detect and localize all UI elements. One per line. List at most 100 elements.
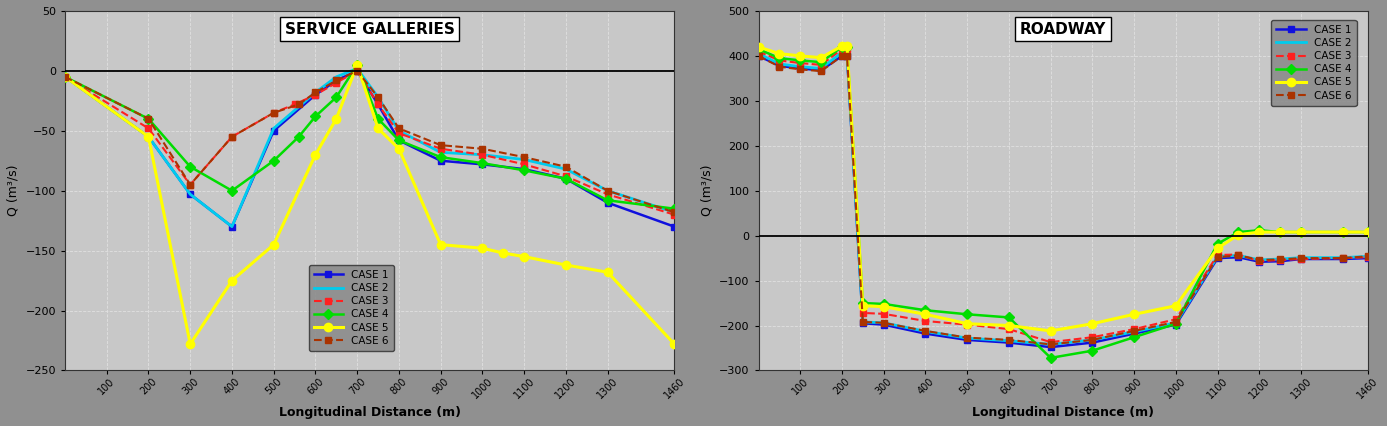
CASE 2 xyxy=(140,134,157,139)
CASE 2 xyxy=(792,64,809,69)
CASE 6 xyxy=(474,146,491,151)
CASE 2 xyxy=(599,188,616,193)
CASE 1 xyxy=(516,167,533,172)
CASE 5 xyxy=(1359,230,1376,235)
CASE 1 xyxy=(1168,322,1184,327)
CASE 2 xyxy=(917,329,933,334)
CASE 5 xyxy=(750,44,767,49)
CASE 6 xyxy=(182,182,198,187)
CASE 4 xyxy=(1209,241,1226,246)
CASE 3 xyxy=(599,192,616,197)
CASE 4 xyxy=(875,301,892,306)
CASE 6 xyxy=(307,90,323,95)
Line: CASE 1: CASE 1 xyxy=(756,53,1370,350)
CASE 1 xyxy=(140,134,157,139)
CASE 6 xyxy=(350,68,366,73)
CASE 6 xyxy=(1085,337,1101,343)
CASE 4 xyxy=(1334,230,1351,235)
CASE 5 xyxy=(958,321,975,326)
CASE 4 xyxy=(1251,227,1268,233)
CASE 5 xyxy=(666,342,682,347)
CASE 6 xyxy=(290,102,307,107)
CASE 5 xyxy=(1230,232,1247,237)
CASE 1 xyxy=(433,158,449,163)
CASE 6 xyxy=(917,328,933,334)
CASE 6 xyxy=(875,320,892,325)
CASE 4 xyxy=(1043,355,1060,360)
Text: SERVICE GALLERIES: SERVICE GALLERIES xyxy=(284,22,455,37)
CASE 5 xyxy=(558,262,574,268)
CASE 3 xyxy=(792,60,809,66)
CASE 4 xyxy=(599,198,616,203)
CASE 3 xyxy=(666,212,682,217)
CASE 1 xyxy=(182,192,198,197)
CASE 6 xyxy=(1126,328,1143,334)
CASE 3 xyxy=(1168,317,1184,322)
CASE 6 xyxy=(223,134,240,139)
Line: CASE 3: CASE 3 xyxy=(62,68,677,217)
CASE 2 xyxy=(771,61,788,66)
CASE 6 xyxy=(1293,256,1309,261)
CASE 1 xyxy=(750,53,767,58)
X-axis label: Longitudinal Distance (m): Longitudinal Distance (m) xyxy=(972,406,1154,419)
CASE 3 xyxy=(182,182,198,187)
CASE 6 xyxy=(1359,254,1376,259)
CASE 6 xyxy=(958,335,975,340)
CASE 5 xyxy=(1251,230,1268,235)
CASE 2 xyxy=(370,95,387,100)
CASE 5 xyxy=(1334,230,1351,235)
CASE 2 xyxy=(666,210,682,215)
CASE 4 xyxy=(1293,230,1309,235)
Line: CASE 5: CASE 5 xyxy=(755,42,1372,335)
CASE 4 xyxy=(558,176,574,181)
CASE 6 xyxy=(813,69,829,74)
CASE 1 xyxy=(1209,256,1226,261)
CASE 3 xyxy=(834,46,850,52)
CASE 6 xyxy=(1043,342,1060,347)
CASE 6 xyxy=(1230,253,1247,258)
CASE 5 xyxy=(1209,246,1226,251)
CASE 3 xyxy=(57,74,74,79)
CASE 5 xyxy=(307,152,323,157)
CASE 1 xyxy=(771,63,788,68)
CASE 3 xyxy=(516,162,533,167)
CASE 6 xyxy=(666,210,682,215)
CASE 5 xyxy=(839,43,856,49)
CASE 2 xyxy=(265,126,282,131)
CASE 2 xyxy=(474,152,491,157)
CASE 1 xyxy=(1043,345,1060,350)
CASE 5 xyxy=(875,304,892,309)
CASE 4 xyxy=(771,55,788,60)
CASE 1 xyxy=(1272,259,1289,264)
CASE 3 xyxy=(474,152,491,157)
CASE 5 xyxy=(370,126,387,131)
CASE 4 xyxy=(792,58,809,63)
CASE 5 xyxy=(1168,303,1184,308)
CASE 3 xyxy=(558,174,574,179)
CASE 4 xyxy=(1230,230,1247,235)
CASE 4 xyxy=(1359,230,1376,235)
CASE 5 xyxy=(771,51,788,56)
CASE 5 xyxy=(57,74,74,79)
CASE 2 xyxy=(1043,342,1060,347)
CASE 1 xyxy=(370,102,387,107)
CASE 4 xyxy=(370,116,387,121)
CASE 3 xyxy=(327,80,344,85)
CASE 6 xyxy=(391,126,408,131)
CASE 4 xyxy=(290,134,307,139)
Legend: CASE 1, CASE 2, CASE 3, CASE 4, CASE 5, CASE 6: CASE 1, CASE 2, CASE 3, CASE 4, CASE 5, … xyxy=(309,265,394,351)
CASE 4 xyxy=(307,114,323,119)
CASE 1 xyxy=(1085,340,1101,345)
CASE 5 xyxy=(1043,328,1060,334)
CASE 2 xyxy=(327,74,344,79)
CASE 4 xyxy=(223,188,240,193)
CASE 2 xyxy=(813,66,829,71)
Legend: CASE 1, CASE 2, CASE 3, CASE 4, CASE 5, CASE 6: CASE 1, CASE 2, CASE 3, CASE 4, CASE 5, … xyxy=(1270,20,1356,106)
CASE 4 xyxy=(1272,230,1289,235)
CASE 6 xyxy=(327,78,344,83)
Line: CASE 4: CASE 4 xyxy=(755,43,1372,361)
CASE 2 xyxy=(958,336,975,341)
Line: CASE 1: CASE 1 xyxy=(62,68,677,230)
CASE 3 xyxy=(265,110,282,115)
CASE 1 xyxy=(854,321,871,326)
